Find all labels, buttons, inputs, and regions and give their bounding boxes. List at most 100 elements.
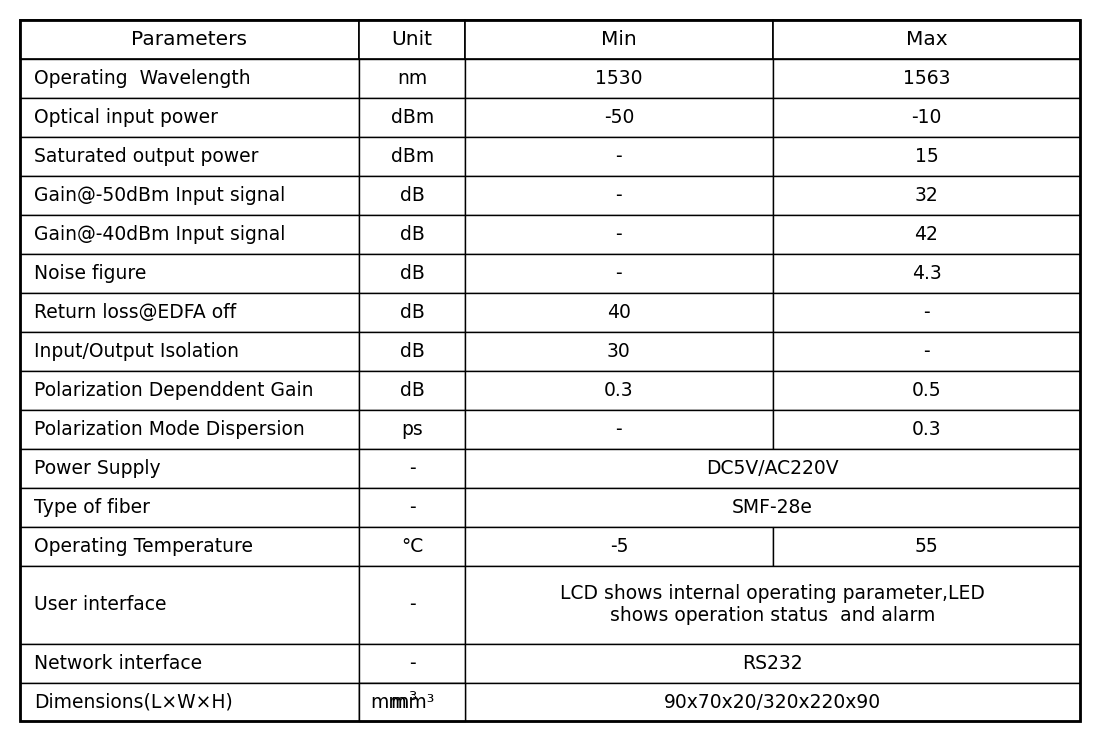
- Text: Type of fiber: Type of fiber: [34, 498, 150, 517]
- Bar: [772, 176, 1080, 215]
- Text: °C: °C: [402, 537, 424, 556]
- Text: 3: 3: [408, 689, 416, 702]
- Text: -: -: [409, 654, 416, 673]
- Text: -10: -10: [911, 108, 942, 127]
- Bar: [359, 332, 465, 371]
- Bar: [359, 254, 465, 293]
- Bar: [465, 683, 1080, 721]
- Text: LCD shows internal operating parameter,LED
shows operation status  and alarm: LCD shows internal operating parameter,L…: [560, 584, 986, 625]
- Bar: [772, 99, 1080, 137]
- Text: -: -: [616, 147, 623, 166]
- Text: dB: dB: [399, 303, 425, 322]
- Bar: [465, 293, 772, 332]
- Bar: [20, 59, 359, 99]
- Text: -: -: [616, 264, 623, 283]
- Bar: [20, 20, 359, 59]
- Text: 55: 55: [914, 537, 938, 556]
- Text: ps: ps: [402, 420, 424, 439]
- Bar: [359, 20, 465, 59]
- Bar: [20, 254, 359, 293]
- Bar: [465, 371, 772, 410]
- Text: Optical input power: Optical input power: [34, 108, 218, 127]
- Bar: [772, 254, 1080, 293]
- Bar: [772, 59, 1080, 99]
- Text: dB: dB: [399, 342, 425, 361]
- Text: Gain@-50dBm Input signal: Gain@-50dBm Input signal: [34, 186, 285, 205]
- Bar: [20, 371, 359, 410]
- Text: Dimensions(L×W×H): Dimensions(L×W×H): [34, 692, 233, 711]
- Text: dB: dB: [399, 381, 425, 400]
- Bar: [772, 215, 1080, 254]
- Text: 30: 30: [607, 342, 630, 361]
- Text: -: -: [923, 303, 930, 322]
- Bar: [772, 137, 1080, 176]
- Bar: [465, 176, 772, 215]
- Bar: [20, 527, 359, 566]
- Text: Network interface: Network interface: [34, 654, 202, 673]
- Bar: [20, 332, 359, 371]
- Bar: [465, 59, 772, 99]
- Text: -: -: [409, 498, 416, 517]
- Bar: [359, 176, 465, 215]
- Text: nm: nm: [397, 69, 427, 88]
- Bar: [359, 566, 465, 643]
- Text: Return loss@EDFA off: Return loss@EDFA off: [34, 303, 236, 322]
- Text: -: -: [923, 342, 930, 361]
- Text: dBm: dBm: [390, 147, 433, 166]
- Text: dB: dB: [399, 186, 425, 205]
- Bar: [465, 566, 1080, 643]
- Bar: [20, 683, 359, 721]
- Bar: [359, 683, 465, 721]
- Bar: [465, 449, 1080, 488]
- Bar: [20, 99, 359, 137]
- Bar: [359, 215, 465, 254]
- Text: -50: -50: [604, 108, 634, 127]
- Text: -5: -5: [609, 537, 628, 556]
- Bar: [772, 410, 1080, 449]
- Bar: [465, 20, 772, 59]
- Text: dB: dB: [399, 225, 425, 244]
- Bar: [359, 449, 465, 488]
- Bar: [359, 99, 465, 137]
- Text: Noise figure: Noise figure: [34, 264, 146, 283]
- Bar: [772, 20, 1080, 59]
- Bar: [359, 59, 465, 99]
- Text: Operating Temperature: Operating Temperature: [34, 537, 253, 556]
- Text: SMF-28e: SMF-28e: [733, 498, 813, 517]
- Bar: [772, 332, 1080, 371]
- Text: 4.3: 4.3: [912, 264, 942, 283]
- Text: -: -: [409, 459, 416, 478]
- Bar: [772, 371, 1080, 410]
- Bar: [465, 488, 1080, 527]
- Bar: [359, 683, 465, 721]
- Text: Min: Min: [601, 31, 637, 50]
- Text: 0.3: 0.3: [604, 381, 634, 400]
- Text: -: -: [616, 420, 623, 439]
- Text: mm³: mm³: [390, 692, 435, 711]
- Bar: [20, 566, 359, 643]
- Text: 0.3: 0.3: [912, 420, 942, 439]
- Text: -: -: [409, 595, 416, 614]
- Bar: [20, 176, 359, 215]
- Bar: [465, 332, 772, 371]
- Text: Input/Output Isolation: Input/Output Isolation: [34, 342, 239, 361]
- Text: Operating  Wavelength: Operating Wavelength: [34, 69, 251, 88]
- Bar: [20, 215, 359, 254]
- Text: Saturated output power: Saturated output power: [34, 147, 258, 166]
- Text: 1563: 1563: [903, 69, 950, 88]
- Text: DC5V/AC220V: DC5V/AC220V: [706, 459, 839, 478]
- Text: mm: mm: [370, 692, 407, 711]
- Bar: [359, 371, 465, 410]
- Bar: [20, 643, 359, 683]
- Bar: [20, 137, 359, 176]
- Text: 40: 40: [607, 303, 631, 322]
- Bar: [359, 488, 465, 527]
- Bar: [359, 137, 465, 176]
- Bar: [359, 527, 465, 566]
- Text: Parameters: Parameters: [132, 31, 248, 50]
- Bar: [20, 488, 359, 527]
- Bar: [359, 643, 465, 683]
- Text: Polarization Dependdent Gain: Polarization Dependdent Gain: [34, 381, 314, 400]
- Text: Polarization Mode Dispersion: Polarization Mode Dispersion: [34, 420, 305, 439]
- Bar: [465, 254, 772, 293]
